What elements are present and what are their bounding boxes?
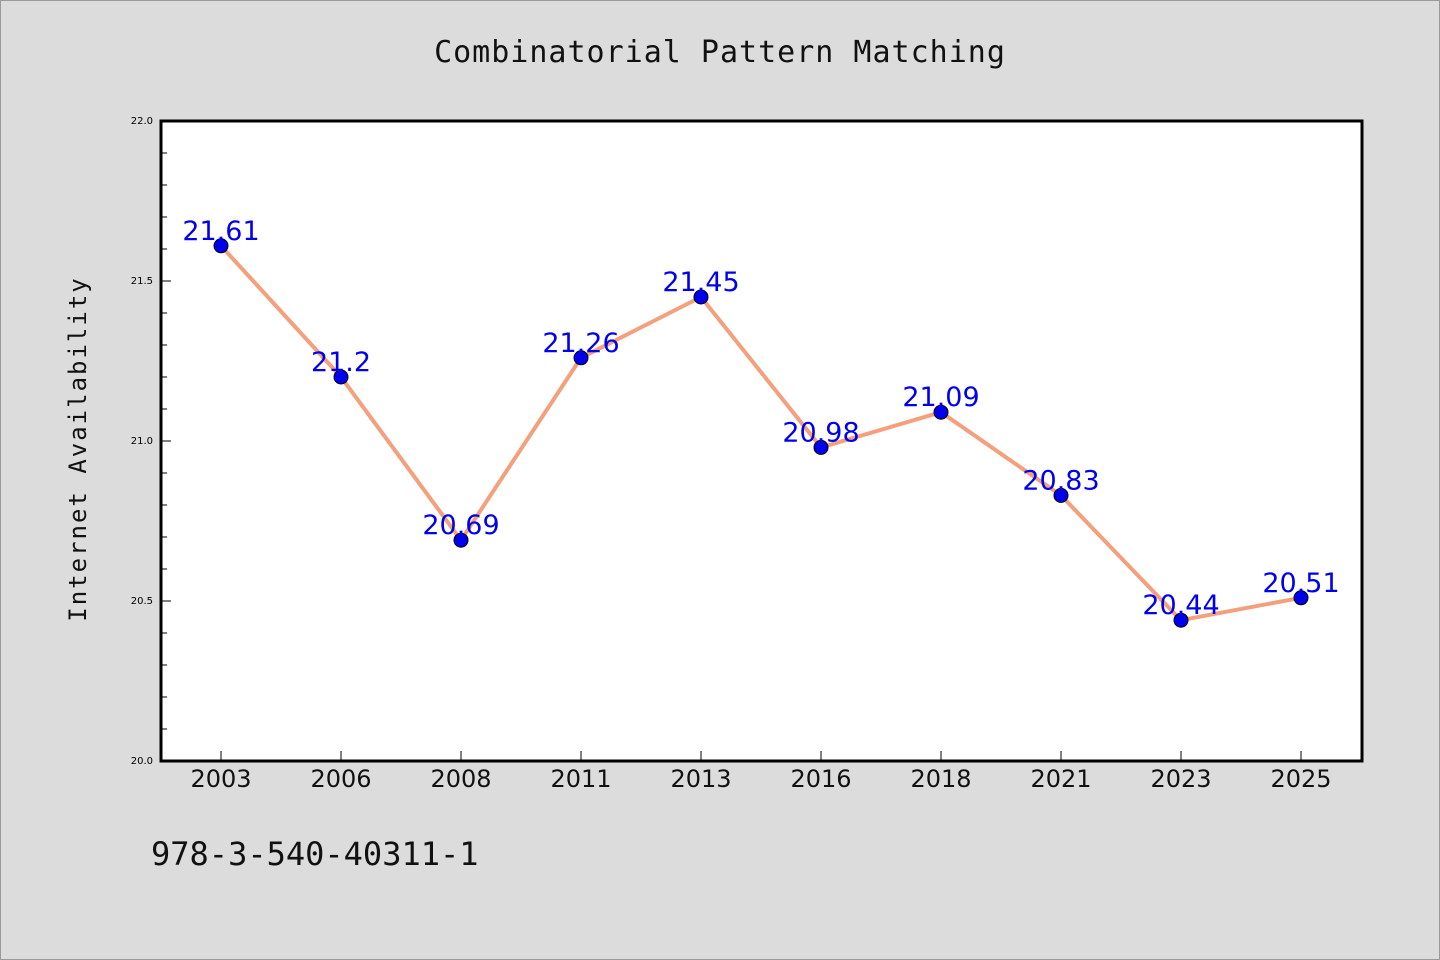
- x-tick-label: 2011: [550, 765, 611, 793]
- data-label: 20.51: [1262, 568, 1339, 599]
- footer-code: 978-3-540-40311-1: [151, 835, 479, 873]
- y-tick-label: 21.0: [131, 436, 153, 447]
- data-point: [213, 238, 229, 254]
- data-label: 21.45: [662, 267, 739, 298]
- x-tick-label: 2006: [310, 765, 371, 793]
- data-point: [1173, 612, 1189, 628]
- y-tick-label: 22.0: [131, 116, 153, 127]
- y-tick-label: 21.5: [131, 276, 153, 287]
- data-point: [813, 439, 829, 455]
- data-point: [1293, 590, 1309, 606]
- data-label: 20.98: [782, 417, 859, 448]
- data-label: 21.61: [182, 216, 259, 247]
- x-tick-label: 2018: [910, 765, 971, 793]
- data-point: [1053, 487, 1069, 503]
- data-point: [333, 369, 349, 385]
- data-point: [453, 532, 469, 548]
- x-tick-label: 2025: [1270, 765, 1331, 793]
- series-line: [219, 244, 1302, 623]
- chart-title: Combinatorial Pattern Matching: [434, 35, 1006, 70]
- x-tick-label: 2003: [190, 765, 251, 793]
- data-label: 20.83: [1022, 465, 1099, 496]
- data-point: [573, 350, 589, 366]
- x-tick-label: 2021: [1030, 765, 1091, 793]
- data-label: 20.69: [422, 510, 499, 541]
- data-point: [933, 404, 949, 420]
- data-label: 21.26: [542, 328, 619, 359]
- plot-area: [159, 119, 1364, 763]
- x-tick-label: 2023: [1150, 765, 1211, 793]
- x-tick-label: 2008: [430, 765, 491, 793]
- data-label: 20.44: [1142, 590, 1219, 621]
- data-point: [693, 289, 709, 305]
- data-label: 21.09: [902, 382, 979, 413]
- y-tick-label: 20.0: [131, 756, 153, 767]
- y-tick-label: 20.5: [131, 596, 153, 607]
- x-tick-label: 2016: [790, 765, 851, 793]
- x-tick-label: 2013: [670, 765, 731, 793]
- data-label: 21.2: [311, 347, 371, 378]
